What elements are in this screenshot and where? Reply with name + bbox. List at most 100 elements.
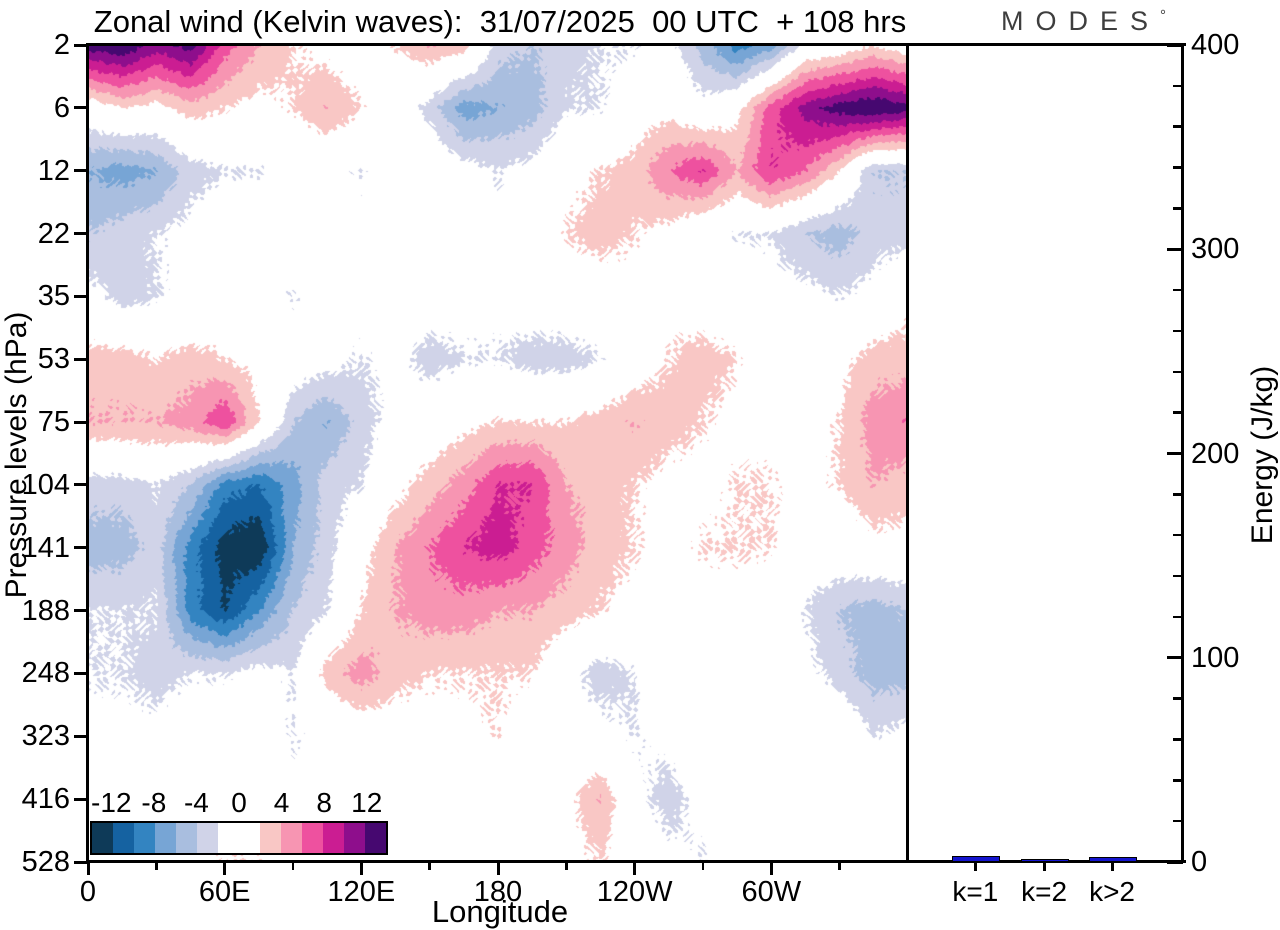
energy-minor-tick [1173, 779, 1183, 782]
pressure-tick [74, 357, 88, 361]
energy-tick-label: 100 [1191, 641, 1240, 674]
pressure-tick [74, 43, 88, 47]
energy-tick-label: 200 [1191, 437, 1240, 470]
pressure-tick-label: 53 [37, 343, 70, 376]
energy-tick [1167, 656, 1183, 660]
colorbar-swatch [92, 823, 113, 853]
energy-tick [1167, 43, 1183, 47]
colorbar-label: 0 [231, 787, 247, 818]
longitude-tick-label: 60W [741, 876, 802, 908]
k-label: k=2 [1021, 876, 1068, 907]
colorbar-label: -4 [183, 787, 209, 818]
energy-minor-tick [1173, 697, 1183, 700]
pressure-tick-label: 416 [21, 783, 70, 816]
colorbar [90, 821, 388, 855]
pressure-tick-label: 75 [37, 406, 70, 439]
colorbar-swatch [155, 823, 176, 853]
colorbar-swatch [260, 823, 281, 853]
longitude-tick-label: 120E [327, 876, 396, 908]
k-tick [1042, 863, 1046, 871]
pressure-tick-label: 6 [53, 91, 70, 124]
energy-minor-tick [1173, 84, 1183, 88]
modes-logo: MODES° [1001, 6, 1168, 37]
colorbar-label: -8 [141, 787, 167, 818]
k-tick [973, 863, 977, 871]
colorbar-label: 4 [273, 787, 290, 818]
energy-bar [1089, 857, 1138, 862]
energy-tick [1167, 247, 1183, 251]
pressure-tick [74, 294, 88, 298]
pressure-tick [74, 106, 88, 110]
colorbar-label: -12 [91, 787, 132, 818]
longitude-tick [496, 862, 500, 875]
modes-logo-degree-mark: ° [1160, 7, 1168, 24]
energy-panel [908, 45, 1183, 862]
energy-minor-tick [1173, 125, 1183, 128]
pressure-tick [74, 483, 88, 487]
energy-minor-tick [1173, 166, 1183, 169]
energy-minor-tick [1173, 738, 1183, 741]
plot-title: Zonal wind (Kelvin waves): 31/07/2025 00… [93, 4, 907, 39]
longitude-tick-label: 180 [473, 876, 523, 908]
k-label: k=1 [952, 876, 999, 907]
pressure-tick-label: 2 [53, 29, 70, 61]
pressure-tick [74, 546, 88, 550]
pressure-tick [74, 420, 88, 424]
energy-tick [1167, 860, 1183, 864]
pressure-tick-label: 12 [37, 154, 70, 187]
pressure-tick [74, 860, 88, 864]
longitude-minor-tick [428, 862, 431, 870]
energy-axis-title: Energy (J/kg) [1246, 365, 1279, 545]
panel-divider [906, 43, 909, 863]
energy-tick-label: 300 [1191, 233, 1240, 266]
energy-minor-tick [1173, 533, 1183, 537]
contour-plot-canvas [88, 45, 908, 862]
colorbar-swatch [239, 823, 260, 853]
energy-tick [1167, 452, 1183, 455]
pressure-tick [74, 671, 88, 675]
pressure-tick-label: 248 [21, 657, 70, 690]
longitude-minor-tick [838, 862, 841, 870]
energy-tick-label: 0 [1191, 846, 1208, 878]
energy-minor-tick [1173, 288, 1183, 292]
colorbar-label: 12 [351, 787, 383, 818]
longitude-tick [633, 862, 637, 875]
pressure-tick-label: 104 [21, 468, 70, 501]
longitude-minor-tick [701, 862, 705, 870]
pressure-tick-label: 528 [21, 846, 70, 878]
colorbar-swatch [113, 823, 134, 853]
pressure-tick-label: 22 [37, 217, 70, 250]
colorbar-swatch [134, 823, 155, 853]
longitude-minor-tick [155, 862, 158, 870]
longitude-minor-tick [291, 862, 295, 870]
colorbar-swatch [281, 823, 302, 853]
modes-logo-text: MODES [1000, 6, 1160, 36]
energy-bar [1021, 858, 1070, 862]
pressure-tick [74, 169, 88, 173]
colorbar-swatch [176, 823, 197, 853]
k-tick [1110, 863, 1114, 871]
colorbar-swatch [197, 823, 218, 853]
longitude-tick [769, 862, 773, 875]
pressure-tick-label: 35 [37, 280, 70, 313]
energy-minor-tick [1173, 819, 1183, 823]
energy-minor-tick [1173, 370, 1183, 374]
energy-bar [952, 855, 1001, 862]
pressure-tick-label: 188 [21, 594, 70, 627]
energy-tick-label: 400 [1191, 29, 1240, 61]
longitude-tick [359, 862, 363, 875]
energy-minor-tick [1173, 207, 1183, 210]
longitude-minor-tick [565, 862, 568, 870]
pressure-tick-label: 141 [21, 531, 70, 564]
pressure-tick [74, 797, 88, 801]
plot-border-top [86, 43, 1186, 46]
k-label: k>2 [1089, 876, 1136, 907]
longitude-tick-label: 0 [79, 876, 97, 908]
colorbar-swatch [323, 823, 344, 853]
colorbar-swatch [218, 823, 239, 853]
pressure-tick [74, 734, 88, 738]
energy-minor-tick [1173, 493, 1183, 496]
energy-minor-tick [1173, 574, 1183, 578]
energy-minor-tick [1173, 329, 1183, 333]
pressure-tick-label: 323 [21, 720, 70, 753]
